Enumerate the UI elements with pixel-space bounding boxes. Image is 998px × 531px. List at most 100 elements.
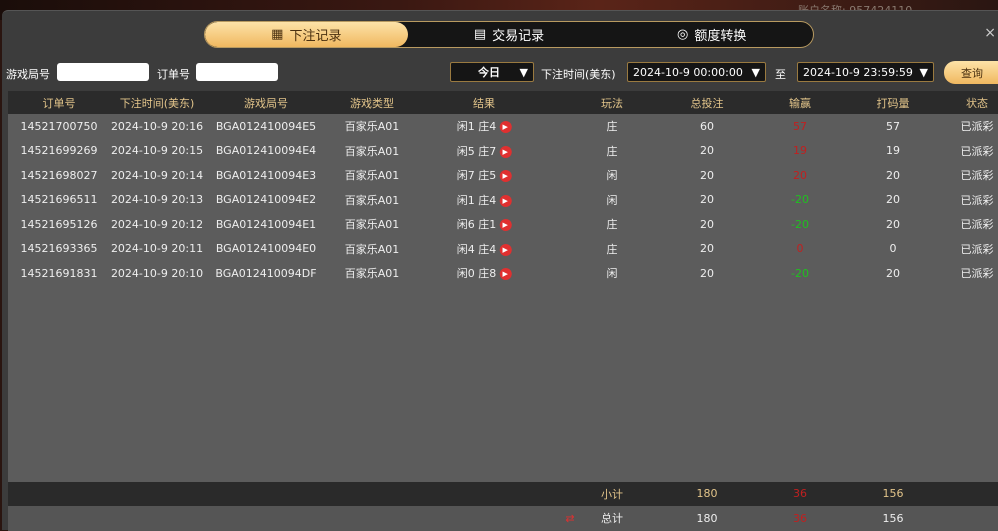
cell-text: 闲1 庄4: [456, 193, 497, 207]
empty-row: [8, 408, 998, 433]
cell-play: 闲: [607, 265, 618, 281]
cell-text: 20: [700, 217, 714, 231]
play-replay-icon[interactable]: ▶: [499, 145, 512, 158]
cell-text: 2024-10-9 20:11: [110, 242, 204, 256]
column-header: 结果: [473, 96, 495, 110]
table-header: 订单号 下注时间(美东) 游戏局号 游戏类型 结果 玩法 总投注 输赢 打码量 状态: [8, 91, 998, 114]
cell-type: 百家乐A01: [345, 265, 400, 281]
empty-row: [8, 310, 998, 335]
cell-status: 已派彩: [961, 167, 994, 183]
query-button[interactable]: 查询: [944, 61, 998, 84]
cell-code: 20: [886, 169, 900, 182]
cell-win: -20: [791, 218, 809, 231]
period-select[interactable]: 今日 ▼: [450, 62, 534, 82]
cell-text: 闲0 庄8: [456, 267, 497, 281]
cell-time: 2024-10-9 20:11: [111, 242, 203, 255]
cell-text: 庄: [606, 120, 618, 134]
close-icon[interactable]: ×: [984, 25, 996, 41]
cell-text: 百家乐A01: [344, 267, 400, 281]
cell-text: 20: [793, 168, 807, 182]
cell-order: 14521691831: [21, 267, 98, 280]
cell-text: 百家乐A01: [344, 218, 400, 232]
cell-play: 庄: [607, 241, 618, 257]
cell-text: -20: [791, 266, 809, 280]
cell-status: 已派彩: [961, 143, 994, 159]
cell-text: BGA012410094E0: [215, 242, 317, 256]
cell-status: 已派彩: [961, 265, 994, 281]
cell-text: 闲: [606, 267, 618, 281]
cell-text: 14521693365: [20, 242, 98, 256]
empty-row: [8, 457, 998, 482]
cell-play: 庄: [607, 143, 618, 159]
play-replay-icon[interactable]: ▶: [499, 243, 512, 256]
cell-code: 20: [886, 218, 900, 231]
cell-game: BGA012410094E4: [216, 144, 316, 157]
cell-bet: 20: [700, 267, 714, 280]
cell-result: 闲1 庄4 ▶: [457, 192, 512, 208]
tab-bet-records[interactable]: ▦ 下注记录: [205, 22, 408, 47]
cell-text: BGA012410094E5: [215, 119, 317, 133]
column-header: 下注时间(美东): [119, 96, 195, 110]
cell-text: 庄: [606, 144, 618, 158]
play-replay-icon[interactable]: ▶: [499, 219, 512, 232]
cell-play: 闲: [607, 167, 618, 183]
cell-text: 2024-10-9 20:15: [110, 144, 204, 158]
cell-type: 百家乐A01: [345, 118, 400, 134]
filter-bar: 游戏局号 订单号 今日 ▼ 下注时间(美东) 2024-10-9 00:00:00…: [2, 61, 998, 85]
tab-credit-transfer[interactable]: ◎ 额度转换: [677, 27, 747, 44]
time-label: 下注时间(美东): [541, 68, 616, 81]
total-code: 156: [882, 511, 904, 525]
order-no-input[interactable]: [196, 63, 278, 81]
chevron-down-icon: ▼: [919, 65, 928, 79]
cell-time: 2024-10-9 20:12: [111, 218, 203, 231]
cell-game: BGA012410094E2: [216, 193, 316, 206]
play-replay-icon[interactable]: ▶: [499, 268, 512, 281]
play-replay-icon[interactable]: ▶: [499, 170, 512, 183]
cell-text: 已派彩: [960, 193, 994, 207]
cell-text: 百家乐A01: [344, 144, 400, 158]
game-no-input[interactable]: [57, 63, 149, 81]
subtotal-bet: 180: [696, 487, 718, 501]
cell-text: 已派彩: [960, 120, 994, 134]
cell-result: 闲6 庄1 ▶: [457, 216, 512, 232]
cell-type: 百家乐A01: [345, 192, 400, 208]
play-replay-icon[interactable]: ▶: [499, 194, 512, 207]
cell-text: 已派彩: [960, 169, 994, 183]
cell-text: 0: [889, 242, 897, 256]
cell-text: 2024-10-9 20:10: [110, 266, 204, 280]
cell-text: 20: [886, 168, 900, 182]
column-header: 玩法: [601, 96, 623, 110]
cell-text: 57: [886, 119, 900, 133]
cell-text: 2024-10-9 20:14: [110, 168, 204, 182]
cell-text: 闲4 庄4: [456, 242, 497, 256]
cell-text: 闲6 庄1: [456, 218, 497, 232]
table-row: 14521696511 2024-10-9 20:13 BGA012410094E2…: [8, 187, 998, 212]
cell-time: 2024-10-9 20:15: [111, 144, 203, 157]
cell-order: 14521695126: [21, 218, 98, 231]
cell-text: 20: [700, 144, 714, 158]
tab-transaction-records[interactable]: ▤ 交易记录: [473, 27, 545, 44]
cell-text: 已派彩: [960, 267, 994, 281]
start-time-select[interactable]: 2024-10-9 00:00:00 ▼: [627, 62, 766, 82]
cell-time: 2024-10-9 20:16: [111, 120, 203, 133]
total-row: ⇄ 总计 180 36 156: [8, 506, 998, 531]
cell-text: 2024-10-9 20:12: [110, 217, 204, 231]
total-label: 总计: [601, 512, 623, 526]
cell-status: 已派彩: [961, 192, 994, 208]
cell-text: 20: [700, 242, 714, 256]
exchange-icon[interactable]: ⇄: [565, 511, 575, 525]
cell-text: 闲1 庄4: [456, 120, 497, 134]
play-replay-icon[interactable]: ▶: [499, 121, 512, 134]
cell-order: 14521699269: [21, 144, 98, 157]
cell-bet: 20: [700, 193, 714, 206]
cell-type: 百家乐A01: [345, 143, 400, 159]
cell-result: 闲4 庄4 ▶: [457, 241, 512, 257]
game-no-label: 游戏局号: [6, 68, 50, 81]
empty-row: [8, 383, 998, 408]
cell-game: BGA012410094E5: [216, 120, 316, 133]
end-time-select[interactable]: 2024-10-9 23:59:59 ▼: [797, 62, 934, 82]
cell-text: 已派彩: [960, 242, 994, 256]
cell-text: 2024-10-9 20:13: [110, 193, 204, 207]
cell-code: 57: [886, 120, 900, 133]
coins-icon: ◎: [677, 27, 689, 42]
